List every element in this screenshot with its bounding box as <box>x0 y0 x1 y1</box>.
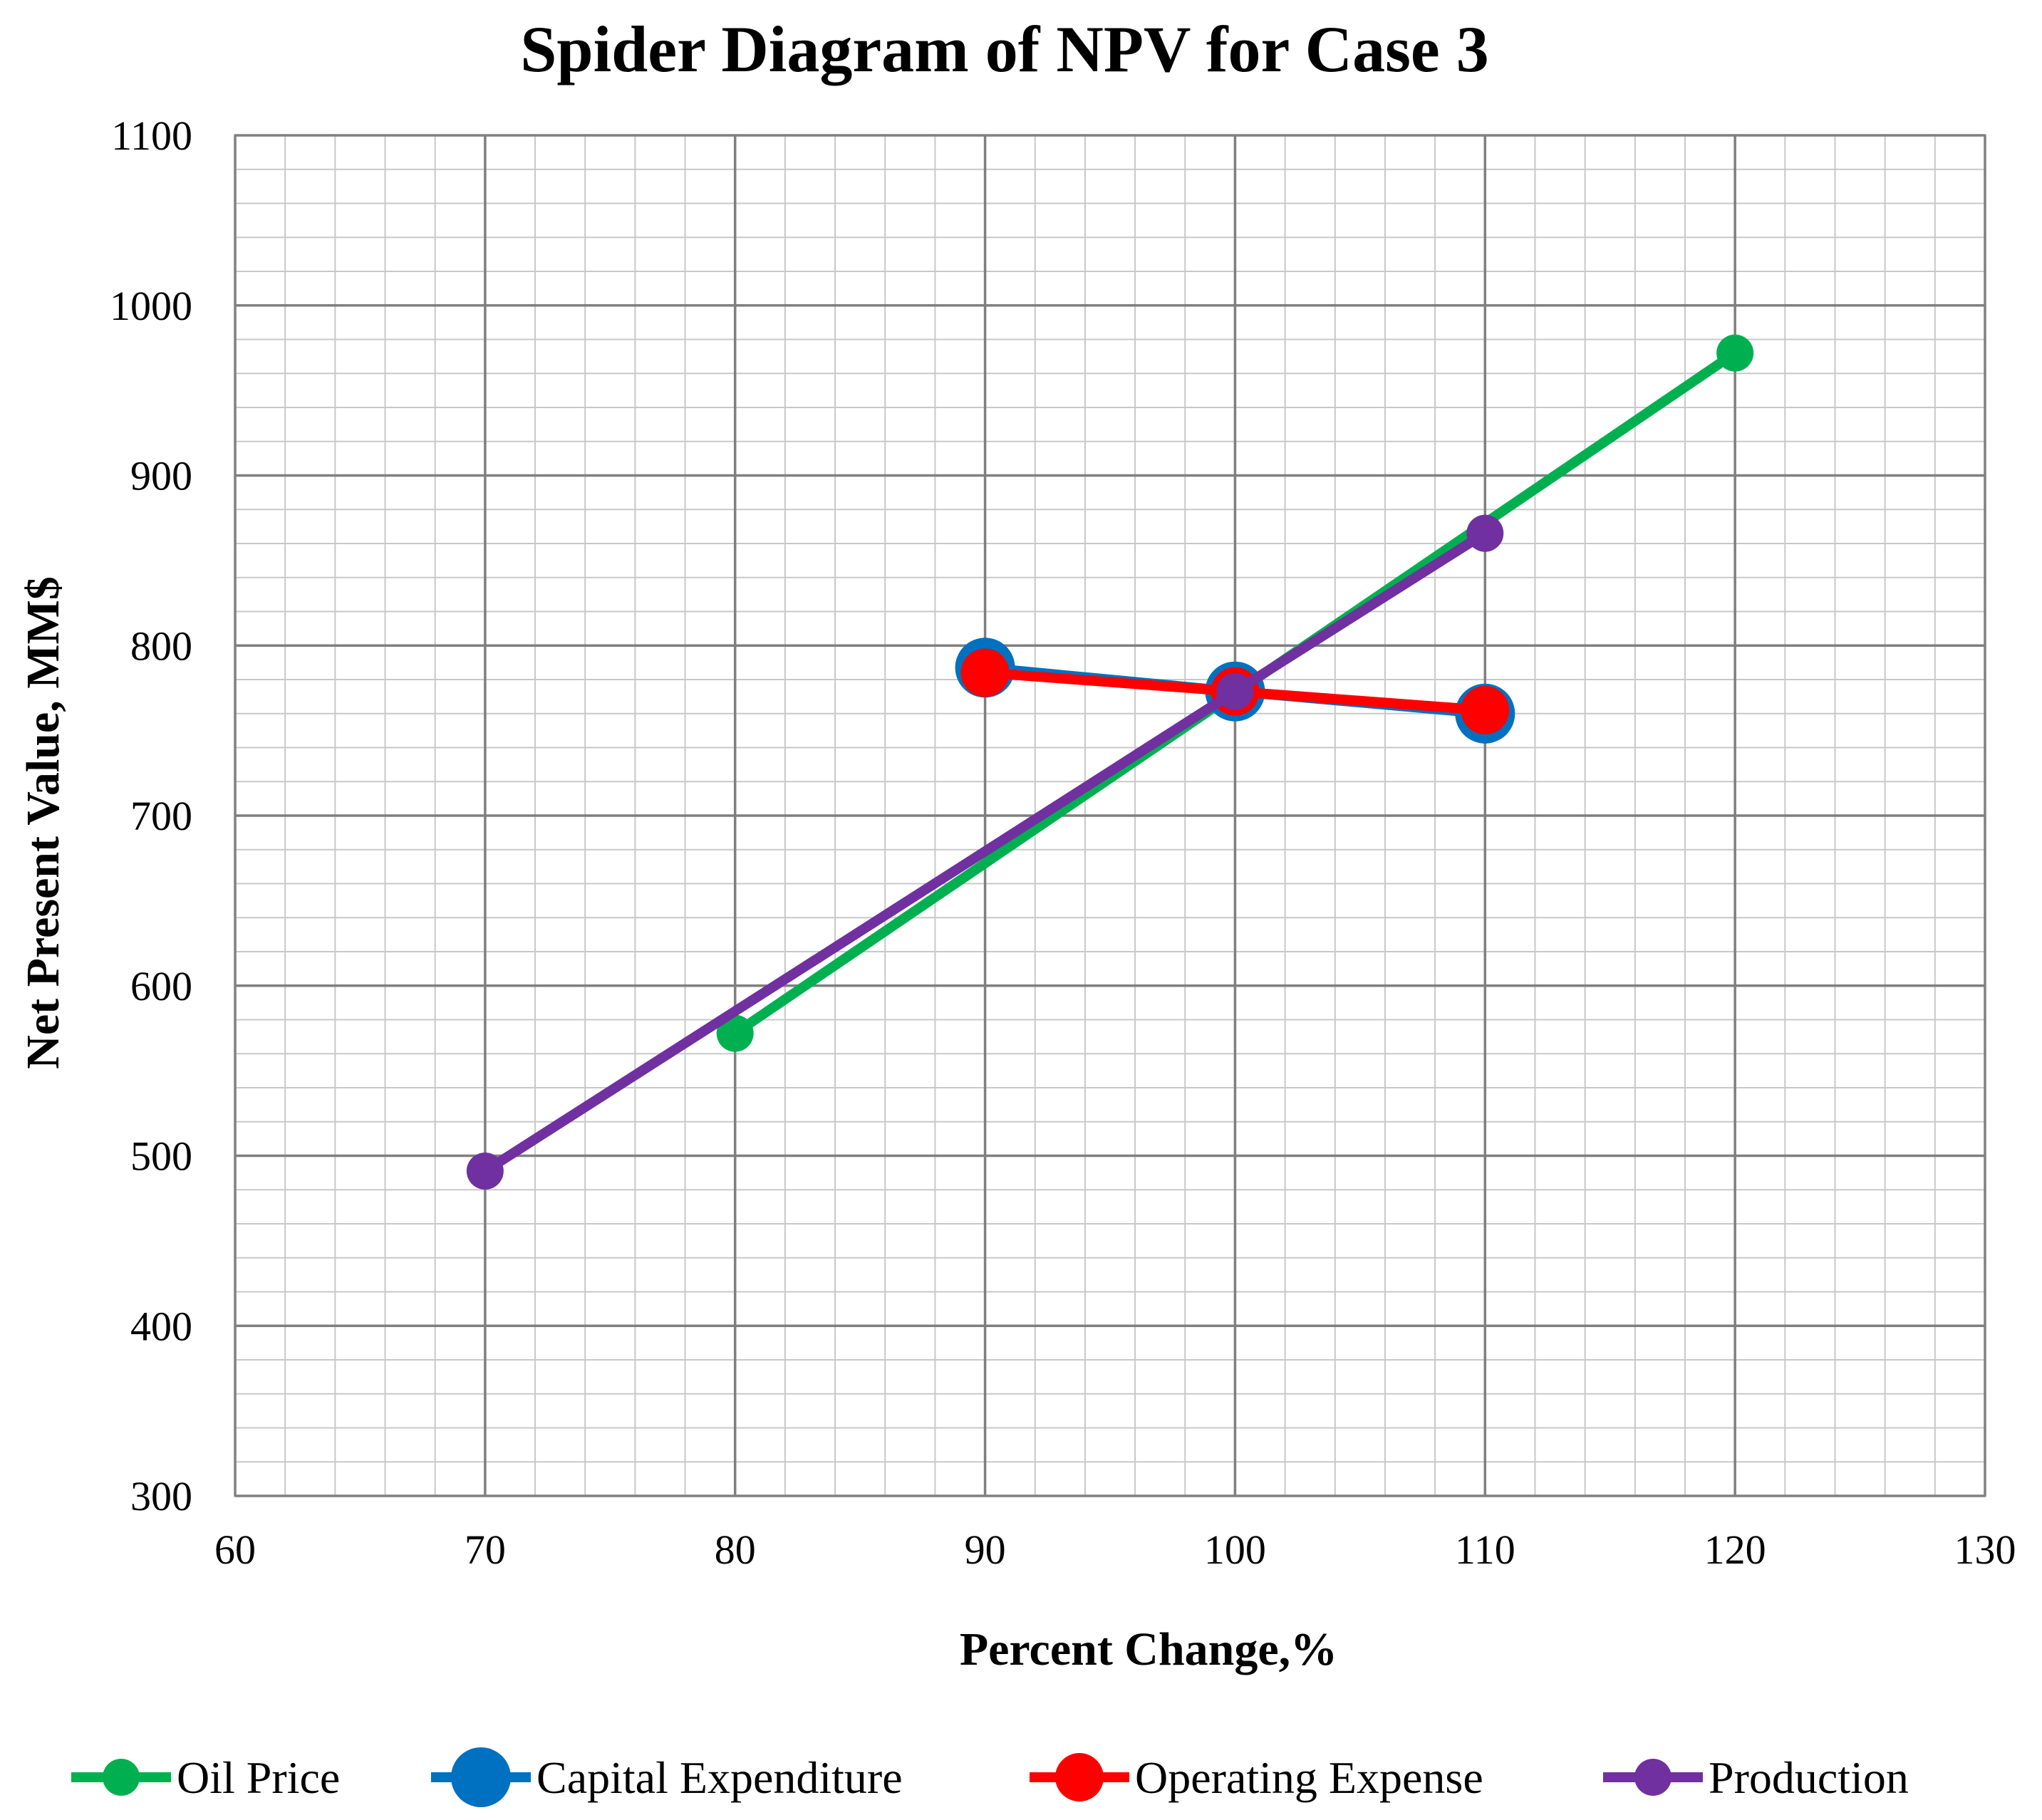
legend-label-production: Production <box>1709 1752 1909 1803</box>
plot-frame <box>234 134 1986 1497</box>
data-point-operating-expense <box>960 648 1010 697</box>
y-tick-label: 300 <box>130 1473 192 1519</box>
y-tick-label: 400 <box>130 1303 192 1349</box>
y-tick-label: 1100 <box>111 113 192 159</box>
series-layer <box>466 334 1754 1190</box>
legend-marker-capital-expenditure <box>451 1747 511 1807</box>
x-tick-label: 70 <box>465 1527 506 1573</box>
y-tick-label: 700 <box>130 793 192 839</box>
legend-marker-production <box>1634 1759 1672 1796</box>
legend: Oil Price Capital Expenditure Operating Ex… <box>71 1747 1909 1807</box>
x-tick-label: 120 <box>1704 1527 1766 1573</box>
x-axis-title: Percent Change,% <box>960 1623 1337 1675</box>
legend-item-production: Production <box>1603 1752 1909 1803</box>
x-tick-label: 130 <box>1954 1527 2016 1573</box>
legend-item-operating-expense: Operating Expense <box>1030 1752 1483 1803</box>
data-point-oil-price <box>716 1014 754 1052</box>
x-tick-label: 90 <box>965 1527 1006 1573</box>
chart-title: Spider Diagram of NPV for Case 3 <box>520 13 1488 85</box>
x-tick-labels: 60 70 80 90 100 110 120 130 <box>214 1527 2016 1573</box>
x-tick-label: 110 <box>1455 1527 1515 1573</box>
data-point-production <box>1216 672 1254 710</box>
data-point-oil-price <box>1716 334 1754 372</box>
x-tick-label: 60 <box>214 1527 256 1573</box>
legend-item-oil-price: Oil Price <box>71 1752 340 1803</box>
series-production <box>466 514 1504 1190</box>
legend-item-capital-expenditure: Capital Expenditure <box>431 1747 903 1807</box>
data-point-operating-expense <box>1461 685 1510 734</box>
legend-label-oil-price: Oil Price <box>177 1752 340 1803</box>
legend-label-capital-expenditure: Capital Expenditure <box>537 1752 903 1803</box>
y-axis-title: Net Present Value, MM$ <box>17 576 69 1069</box>
x-tick-label: 80 <box>715 1527 756 1573</box>
data-point-production <box>466 1152 504 1190</box>
y-tick-labels: 300 400 500 600 700 800 900 1000 1100 <box>110 113 192 1519</box>
legend-label-operating-expense: Operating Expense <box>1135 1752 1483 1803</box>
x-tick-label: 100 <box>1204 1527 1266 1573</box>
legend-marker-oil-price <box>103 1759 140 1796</box>
y-tick-label: 800 <box>130 623 192 669</box>
y-tick-label: 900 <box>130 453 192 499</box>
y-tick-label: 1000 <box>110 283 192 329</box>
legend-marker-operating-expense <box>1055 1753 1104 1801</box>
data-point-production <box>1466 514 1504 552</box>
y-tick-label: 600 <box>130 963 192 1009</box>
y-tick-label: 500 <box>130 1133 192 1180</box>
